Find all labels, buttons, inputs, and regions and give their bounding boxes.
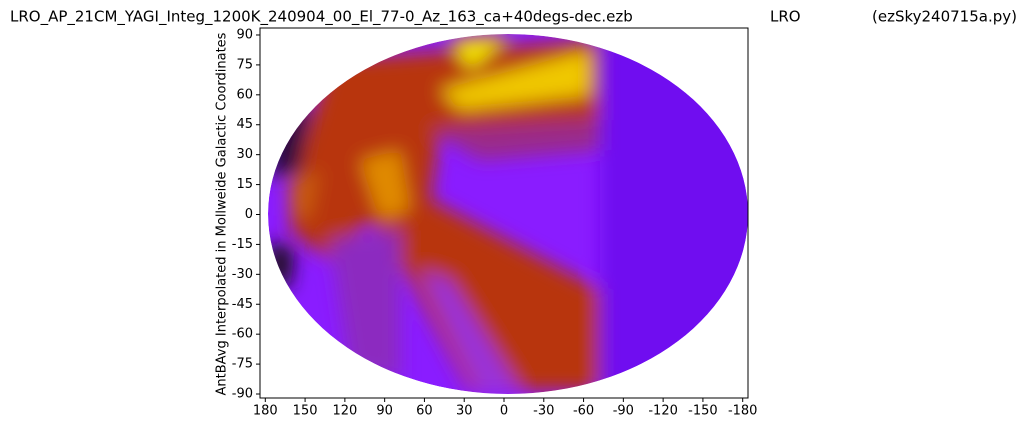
chart-subtitle: LRO [770,8,801,26]
x-tick-label: 150 [293,404,318,419]
chart-title: LRO_AP_21CM_YAGI_Integ_1200K_240904_00_E… [10,8,633,27]
x-tick-label: -90 [613,404,634,419]
y-tick-label: 0 [245,207,253,222]
y-tick-label: -75 [232,357,253,372]
x-tick-label: 180 [253,404,278,419]
x-tick-label: 30 [456,404,473,419]
y-tick-label: -90 [232,387,253,402]
y-tick-label: 30 [236,147,253,162]
x-tick-label: -150 [688,404,718,419]
x-tick-label: -180 [728,404,758,419]
y-tick-label: -15 [232,237,253,252]
y-tick-label: 15 [236,177,253,192]
x-tick-label: 120 [332,404,357,419]
y-tick-label: -45 [232,297,253,312]
y-tick-label: -30 [232,267,253,282]
program-name: (ezSky240715a.py) [872,8,1017,26]
y-tick-label: 90 [236,27,253,42]
x-tick-label: -120 [648,404,678,419]
sky-map [268,34,748,394]
y-tick-label: 75 [236,57,253,72]
x-tick-label: 90 [376,404,393,419]
y-tick-label: 60 [236,87,253,102]
y-axis-label: AntBAvg Interpolated in Mollweide Galact… [215,32,230,395]
x-tick-label: -30 [533,404,554,419]
y-tick-label: 45 [236,117,253,132]
y-tick-label: -60 [232,327,253,342]
x-tick-label: 0 [500,404,508,419]
x-tick-label: -60 [573,404,594,419]
x-tick-label: 60 [416,404,433,419]
